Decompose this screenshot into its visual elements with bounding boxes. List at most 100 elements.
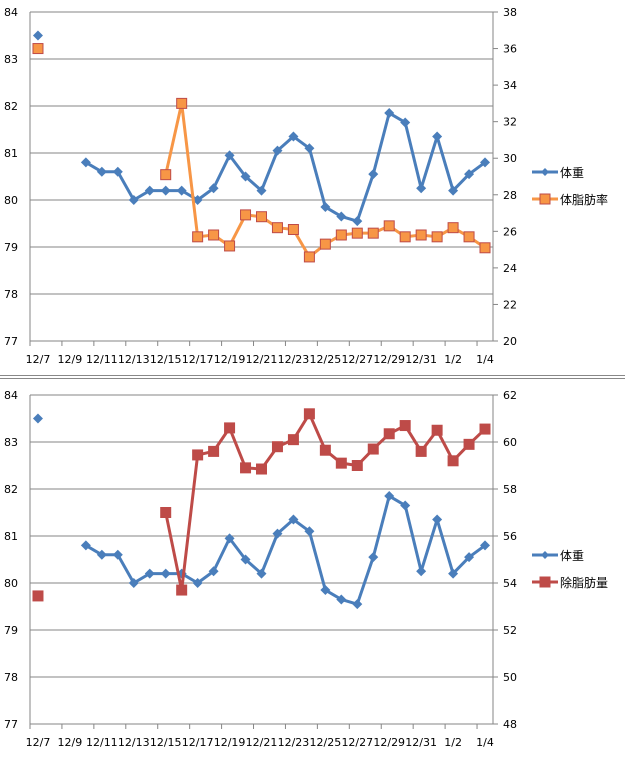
y-tick-label: 78 xyxy=(4,288,18,301)
data-point xyxy=(304,526,315,537)
data-point xyxy=(224,533,235,544)
x-tick-label: 12/23 xyxy=(278,736,310,749)
data-point xyxy=(399,420,411,432)
data-point xyxy=(271,222,283,234)
x-tick-label: 1/2 xyxy=(444,353,462,366)
y-tick-label: 79 xyxy=(4,241,18,254)
divider xyxy=(0,378,625,379)
x-tick-label: 12/11 xyxy=(86,353,118,366)
data-point xyxy=(448,568,459,579)
x-tick-label: 12/9 xyxy=(58,736,83,749)
y-tick-label: 82 xyxy=(4,100,18,113)
data-point xyxy=(335,457,347,469)
data-point xyxy=(128,578,139,588)
x-tick-label: 1/2 xyxy=(444,736,462,749)
x-tick-label: 12/27 xyxy=(341,736,373,749)
data-point xyxy=(415,229,427,241)
data-point xyxy=(464,552,475,563)
y-tick-label: 83 xyxy=(4,53,18,66)
data-point xyxy=(367,227,379,239)
y-tick-label: 77 xyxy=(4,335,18,348)
data-point xyxy=(32,43,44,55)
x-tick-label: 12/29 xyxy=(373,736,405,749)
data-point xyxy=(80,157,91,168)
data-point xyxy=(415,445,427,457)
legend-marker xyxy=(539,193,551,205)
data-point xyxy=(368,169,379,180)
x-tick-label: 12/21 xyxy=(246,353,278,366)
data-point xyxy=(463,231,475,243)
y-tick-label: 84 xyxy=(4,389,18,402)
data-point xyxy=(224,240,236,252)
data-point xyxy=(256,463,267,475)
data-point xyxy=(224,150,235,161)
x-tick-label: 12/13 xyxy=(118,353,150,366)
data-point xyxy=(208,566,219,577)
data-point xyxy=(96,549,107,560)
data-point xyxy=(256,185,267,196)
y2-tick-label: 32 xyxy=(503,116,517,129)
data-point xyxy=(192,449,204,461)
data-point xyxy=(400,500,411,511)
data-point xyxy=(335,229,347,241)
data-point xyxy=(352,216,363,227)
y-tick-label: 80 xyxy=(4,194,18,207)
data-point xyxy=(480,157,491,168)
y2-tick-label: 62 xyxy=(503,389,517,402)
data-point xyxy=(160,185,171,196)
y2-tick-label: 48 xyxy=(503,718,517,731)
y2-tick-label: 22 xyxy=(503,298,517,311)
y2-tick-label: 36 xyxy=(503,43,517,56)
data-point xyxy=(96,166,107,177)
data-point xyxy=(336,594,347,605)
x-tick-label: 12/19 xyxy=(214,353,246,366)
y2-tick-label: 54 xyxy=(503,577,517,590)
x-tick-label: 12/21 xyxy=(246,736,278,749)
x-tick-label: 12/25 xyxy=(310,736,342,749)
legend-marker xyxy=(539,576,551,588)
data-point xyxy=(272,528,283,539)
data-point xyxy=(447,222,459,234)
y2-tick-label: 60 xyxy=(503,436,517,449)
x-tick-label: 12/7 xyxy=(26,353,51,366)
data-point xyxy=(432,514,443,525)
y-tick-label: 84 xyxy=(4,6,18,19)
data-point xyxy=(320,585,331,596)
series-line-1 xyxy=(164,412,487,592)
data-point xyxy=(303,408,315,420)
legend-label: 体重 xyxy=(560,166,584,180)
data-point xyxy=(400,117,411,128)
data-point xyxy=(448,185,459,196)
legend-label: 体脂肪率 xyxy=(560,192,608,207)
data-point xyxy=(320,202,331,213)
data-point xyxy=(160,169,172,181)
x-tick-label: 12/23 xyxy=(278,353,310,366)
chart-weight-bodyfat: 77 78 79 80 81 82 83 84 20 22 24 26 28 30 32 34 36 38 12/7… xyxy=(4,6,608,366)
data-point xyxy=(240,209,252,221)
data-point xyxy=(287,224,299,236)
data-point xyxy=(144,185,155,196)
y2-tick-label: 52 xyxy=(503,624,517,637)
data-point xyxy=(32,590,44,602)
y2-tick-label: 56 xyxy=(503,530,517,543)
data-point xyxy=(351,227,363,239)
data-point xyxy=(288,514,299,525)
data-point xyxy=(80,540,91,551)
x-tick-label: 12/19 xyxy=(214,736,246,749)
y-tick-label: 83 xyxy=(4,436,18,449)
y-tick-label: 79 xyxy=(4,624,18,637)
data-point xyxy=(368,552,379,563)
data-point xyxy=(256,211,267,223)
chart-weight-leanmass: 77 78 79 80 81 82 83 84 48 50 52 54 56 58 60 62 12/7 12/9… xyxy=(4,389,608,749)
data-point xyxy=(240,462,252,474)
data-point xyxy=(192,578,203,588)
data-point xyxy=(447,455,459,467)
series-line-0 xyxy=(85,494,486,606)
data-point xyxy=(367,443,379,455)
data-point xyxy=(288,131,299,142)
data-point xyxy=(208,229,220,241)
x-tick-label: 12/9 xyxy=(58,353,83,366)
data-point xyxy=(432,131,443,142)
data-point xyxy=(144,568,155,579)
y2-tick-label: 24 xyxy=(503,262,517,275)
